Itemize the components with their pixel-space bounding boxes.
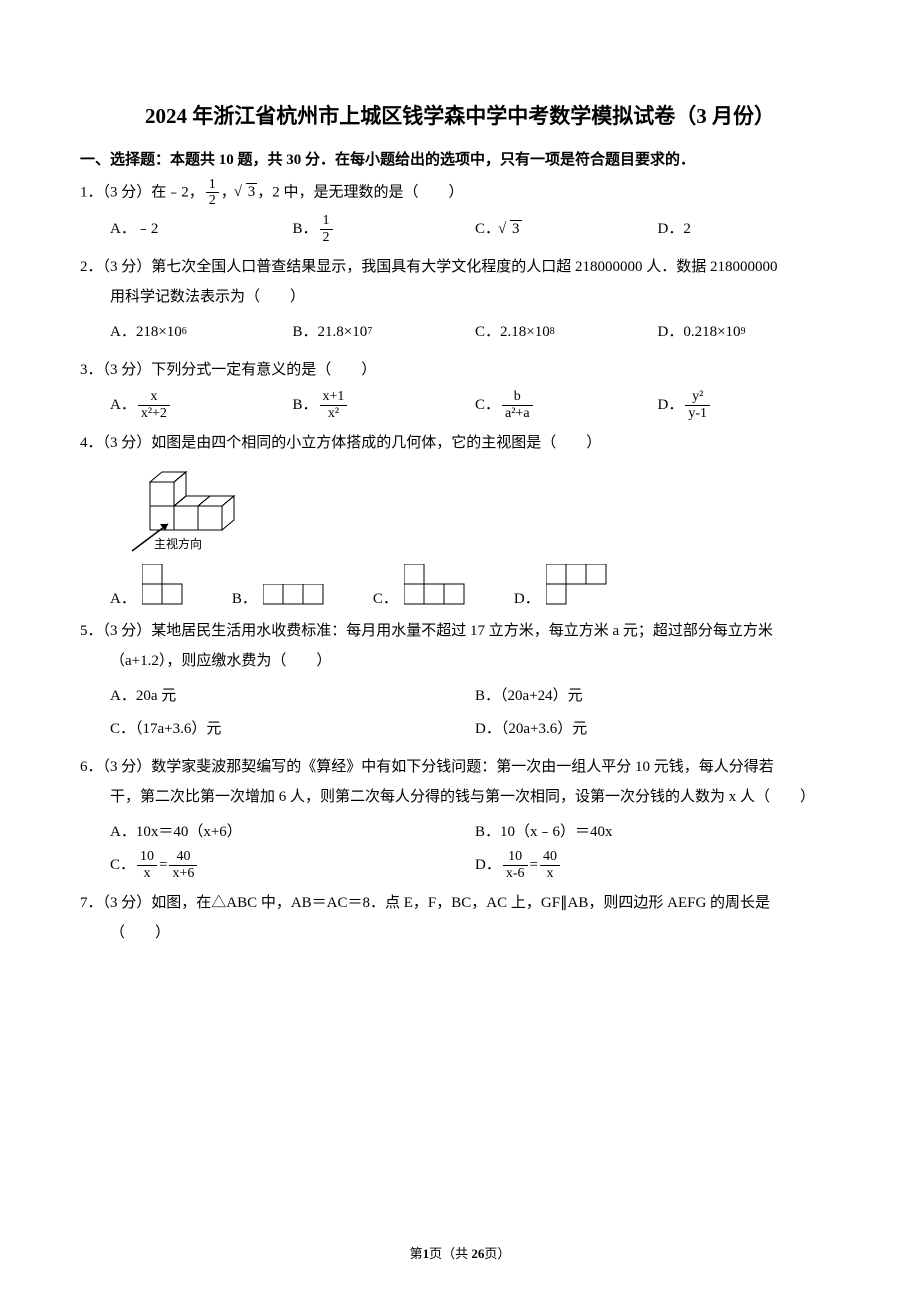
q1-frac: 12 bbox=[206, 177, 219, 209]
q4-geometry: 主视方向 bbox=[120, 466, 840, 556]
question-6: 6．（3 分）数学家斐波那契编写的《算经》中有如下分钱问题：第一次由一组人平分 … bbox=[80, 752, 840, 812]
q1-opt-c: C．3 bbox=[475, 213, 658, 246]
q4-opt-d: D． bbox=[514, 564, 616, 608]
q3-options: A．xx²+2 B．x+1x² C．ba²+a D．y²y-1 bbox=[110, 389, 840, 422]
q3-opt-b: B．x+1x² bbox=[293, 389, 476, 422]
q5-opt-a: A．20a 元 bbox=[110, 680, 475, 713]
q1-stem-c: ，2 中，是无理数的是（ ） bbox=[257, 184, 463, 200]
q1-options: A．﹣2 B．12 C．3 D．2 bbox=[110, 213, 840, 246]
q3-opt-c: C．ba²+a bbox=[475, 389, 658, 422]
q6-options: A．10x＝40（x+6） B．10（x﹣6）＝40x C． 10x = 40x… bbox=[110, 816, 840, 882]
q5-options: A．20a 元 B．（20a+24）元 C．（17a+3.6）元 D．（20a+… bbox=[110, 680, 840, 746]
q5-opt-d: D．（20a+3.6）元 bbox=[475, 713, 840, 746]
q4-iso-figure: 主视方向 bbox=[120, 466, 270, 556]
q2-options: A．218×106 B．21.8×107 C．2.18×108 D．0.218×… bbox=[110, 316, 840, 349]
page-title: 2024 年浙江省杭州市上城区钱学森中学中考数学模拟试卷（3 月份） bbox=[80, 100, 840, 130]
question-5: 5．（3 分）某地居民生活用水收费标准：每月用水量不超过 17 立方米，每立方米… bbox=[80, 616, 840, 676]
q4-arrow-label: 主视方向 bbox=[154, 536, 202, 551]
question-1: 1．（3 分）在﹣2，12，3，2 中，是无理数的是（ ） bbox=[80, 177, 840, 209]
q2-line1: 2．（3 分）第七次全国人口普查结果显示，我国具有大学文化程度的人口超 2180… bbox=[80, 252, 840, 282]
question-4: 4．（3 分）如图是由四个相同的小立方体搭成的几何体，它的主视图是（ ） bbox=[80, 428, 840, 458]
q2-opt-b: B．21.8×107 bbox=[293, 316, 476, 349]
q5-line1: 5．（3 分）某地居民生活用水收费标准：每月用水量不超过 17 立方米，每立方米… bbox=[80, 616, 840, 646]
q1-stem-a: 1．（3 分）在﹣2， bbox=[80, 184, 204, 200]
page-footer: 第1页（共 26页） bbox=[80, 1243, 840, 1262]
q1-opt-a: A．﹣2 bbox=[110, 213, 293, 246]
q3-opt-d: D．y²y-1 bbox=[658, 389, 841, 422]
q2-line2: 用科学记数法表示为（ ） bbox=[110, 282, 840, 312]
q4-opt-c: C． bbox=[373, 564, 474, 608]
q5-line2: （a+1.2），则应缴水费为（ ） bbox=[110, 646, 840, 676]
q7-line1: 7．（3 分）如图，在△ABC 中，AB＝AC＝8．点 E，F，BC，AC 上，… bbox=[80, 888, 840, 918]
q4-options: A． B． C． D． bbox=[110, 564, 840, 608]
section-header: 一、选择题：本题共 10 题，共 30 分．在每小题给出的选项中，只有一项是符合… bbox=[80, 148, 840, 169]
q1-opt-b: B．12 bbox=[293, 213, 476, 246]
q3-opt-a: A．xx²+2 bbox=[110, 389, 293, 422]
q2-opt-c: C．2.18×108 bbox=[475, 316, 658, 349]
question-7: 7．（3 分）如图，在△ABC 中，AB＝AC＝8．点 E，F，BC，AC 上，… bbox=[80, 888, 840, 948]
q1-opt-d: D．2 bbox=[658, 213, 841, 246]
q6-line2: 干，第二次比第一次增加 6 人，则第二次每人分得的钱与第一次相同，设第一次分钱的… bbox=[110, 782, 840, 812]
q6-opt-a: A．10x＝40（x+6） bbox=[110, 816, 475, 849]
q4-opt-a: A． bbox=[110, 564, 192, 608]
q2-opt-a: A．218×106 bbox=[110, 316, 293, 349]
q1-sqrt: 3 bbox=[236, 177, 258, 207]
q6-opt-c: C． 10x = 40x+6 bbox=[110, 849, 475, 882]
q2-opt-d: D．0.218×109 bbox=[658, 316, 841, 349]
q6-opt-b: B．10（x﹣6）＝40x bbox=[475, 816, 840, 849]
q5-opt-b: B．（20a+24）元 bbox=[475, 680, 840, 713]
question-2: 2．（3 分）第七次全国人口普查结果显示，我国具有大学文化程度的人口超 2180… bbox=[80, 252, 840, 312]
q7-line2: （ ） bbox=[110, 918, 840, 948]
question-3: 3．（3 分）下列分式一定有意义的是（ ） bbox=[80, 355, 840, 385]
q6-opt-d: D． 10x-6 = 40x bbox=[475, 849, 840, 882]
q5-opt-c: C．（17a+3.6）元 bbox=[110, 713, 475, 746]
q4-opt-b: B． bbox=[232, 584, 333, 608]
q6-line1: 6．（3 分）数学家斐波那契编写的《算经》中有如下分钱问题：第一次由一组人平分 … bbox=[80, 752, 840, 782]
